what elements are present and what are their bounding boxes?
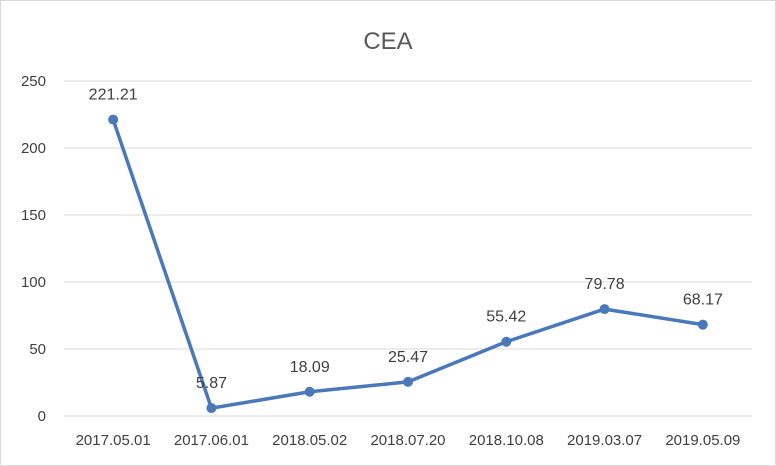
x-tick-label: 2019.03.07 — [567, 432, 642, 449]
data-label: 68.17 — [683, 292, 723, 309]
data-label: 221.21 — [89, 87, 138, 104]
data-label: 79.78 — [585, 276, 625, 293]
data-labels: 221.21 5.87 18.09 25.47 55.42 79.78 68.17 — [89, 87, 723, 393]
x-tick-label: 2018.05.02 — [272, 432, 347, 449]
x-tick-label: 2017.06.01 — [174, 432, 249, 449]
data-label: 25.47 — [388, 349, 428, 366]
data-label: 18.09 — [290, 359, 330, 376]
data-points — [108, 114, 708, 414]
x-tick-label: 2018.07.20 — [370, 432, 445, 449]
data-label: 5.87 — [196, 375, 227, 392]
data-point-marker — [501, 336, 512, 347]
x-axis-tick-labels: 2017.05.01 2017.06.01 2018.05.02 2018.07.20… — [76, 432, 741, 449]
x-tick-label: 2017.05.01 — [76, 432, 151, 449]
data-label: 55.42 — [486, 309, 526, 326]
y-tick-label: 150 — [21, 207, 46, 224]
y-tick-label: 50 — [29, 341, 46, 358]
data-point-marker — [304, 386, 315, 397]
data-point-marker — [599, 304, 610, 315]
chart-title: CEA — [363, 28, 412, 55]
data-point-marker — [403, 376, 413, 387]
data-point-marker — [206, 403, 217, 414]
gridlines — [64, 80, 752, 417]
y-tick-label: 200 — [21, 140, 46, 157]
x-tick-label: 2018.10.08 — [469, 432, 544, 449]
y-tick-label: 0 — [38, 408, 46, 425]
y-axis-tick-labels: 0 50 100 150 200 250 — [21, 73, 46, 425]
data-point-marker — [108, 114, 119, 125]
y-tick-label: 250 — [21, 73, 46, 90]
data-point-marker — [697, 319, 708, 330]
x-tick-label: 2019.05.09 — [665, 432, 740, 449]
y-tick-label: 100 — [21, 274, 46, 291]
